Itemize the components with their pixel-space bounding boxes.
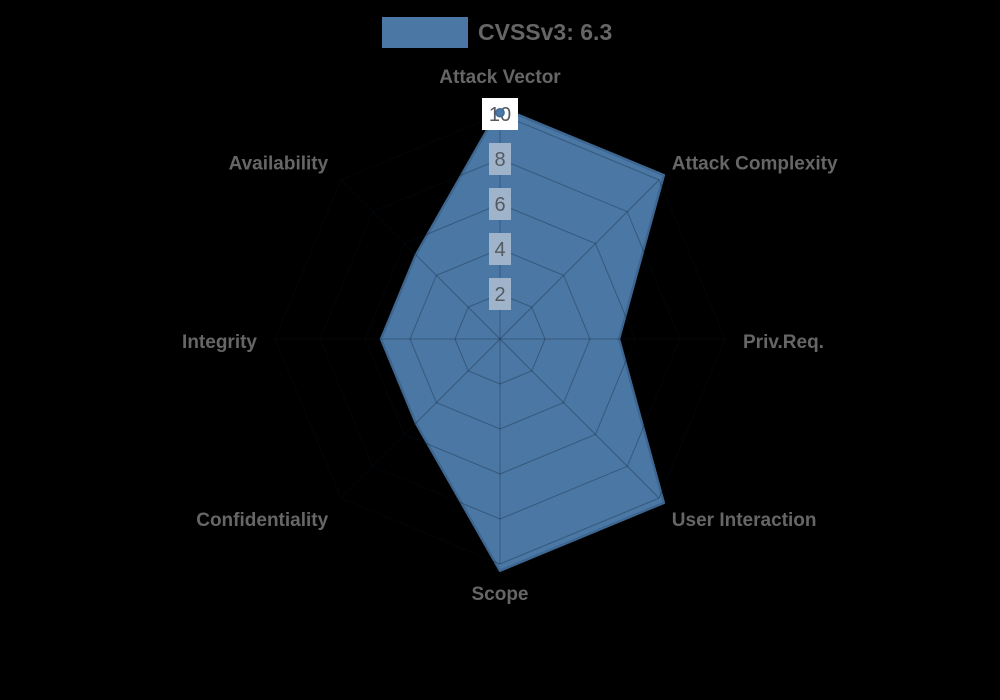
svg-text:Priv.Req.: Priv.Req.	[743, 332, 824, 353]
svg-text:Integrity: Integrity	[182, 332, 257, 353]
svg-text:2: 2	[494, 284, 505, 306]
svg-text:User Interaction: User Interaction	[672, 510, 817, 531]
svg-text:4: 4	[494, 239, 505, 261]
svg-text:6: 6	[494, 194, 505, 216]
svg-text:Attack Vector: Attack Vector	[439, 67, 561, 88]
svg-text:8: 8	[494, 149, 505, 171]
svg-text:Scope: Scope	[471, 584, 528, 605]
svg-text:Availability: Availability	[229, 154, 329, 175]
svg-text:Confidentiality: Confidentiality	[196, 510, 328, 531]
svg-text:Attack Complexity: Attack Complexity	[672, 154, 838, 175]
